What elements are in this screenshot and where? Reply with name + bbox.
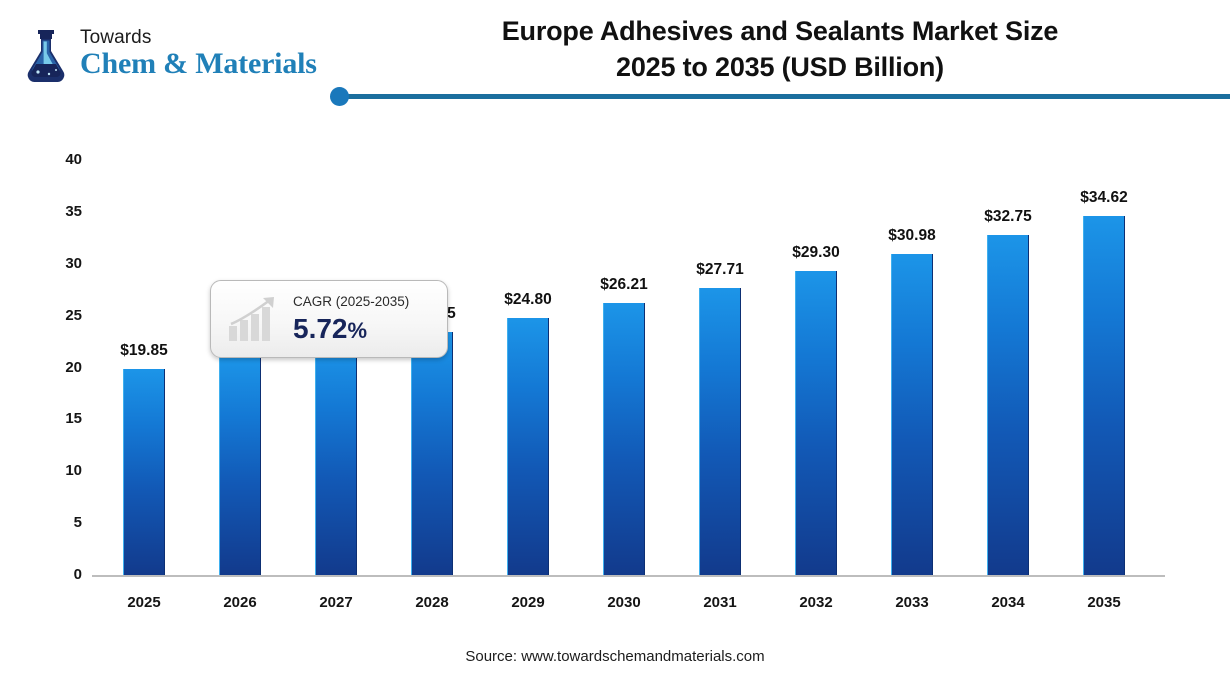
bar-group: $34.62 2035 (1056, 112, 1152, 611)
bar[interactable] (1083, 215, 1125, 575)
x-axis-tick: 2027 (319, 594, 353, 611)
x-axis-tick: 2032 (799, 594, 833, 611)
bar-group: $29.30 2032 (768, 112, 864, 611)
cagr-callout: CAGR (2025-2035) 5.72% (210, 280, 448, 358)
y-axis-tick: 25 (65, 306, 82, 324)
bar-value-label: $34.62 (1080, 188, 1128, 206)
cagr-caption: CAGR (2025-2035) (293, 294, 410, 310)
bar-value-label: $32.75 (984, 208, 1032, 226)
source-caption: Source: www.towardschemandmaterials.com (465, 648, 765, 665)
y-axis-tick: 10 (65, 462, 82, 480)
bar-value-label: $19.85 (120, 342, 168, 360)
x-axis-tick: 2026 (223, 594, 257, 611)
brand-logo[interactable]: Towards Chem & Materials (18, 24, 317, 82)
cagr-number: 5.72 (293, 312, 348, 344)
bar[interactable] (315, 344, 357, 575)
bar-value-label: $24.80 (504, 290, 552, 308)
bar-group: $24.80 2029 (480, 112, 576, 611)
x-axis-tick: 2028 (415, 594, 449, 611)
y-axis-tick: 35 (65, 202, 82, 220)
header-divider (330, 87, 1230, 106)
bar[interactable] (987, 235, 1029, 575)
bar[interactable] (507, 317, 549, 575)
bar[interactable] (219, 357, 261, 575)
page-header: Towards Chem & Materials Europe Adhesive… (0, 0, 1230, 112)
bar-value-label: $26.21 (600, 276, 648, 294)
x-axis-tick: 2034 (991, 594, 1025, 611)
brand-line-2: Chem & Materials (80, 47, 317, 80)
bar[interactable] (123, 369, 165, 575)
brand-line-1: Towards (80, 27, 152, 48)
bar-series: $19.852025$20.992026$22.192027$23.452028… (92, 112, 1165, 611)
bar[interactable] (603, 303, 645, 575)
x-axis-tick: 2029 (511, 594, 545, 611)
y-axis-tick: 40 (65, 151, 82, 168)
y-axis-tick: 15 (65, 410, 82, 428)
x-axis-tick: 2030 (607, 594, 641, 611)
cagr-percent-sign: % (347, 317, 368, 343)
bar[interactable] (699, 287, 741, 575)
x-axis-tick: 2031 (703, 594, 737, 611)
bar-chart-growth-icon (229, 297, 274, 341)
page-title-line-1: Europe Adhesives and Sealants Market Siz… (501, 16, 1059, 46)
page-title: Europe Adhesives and Sealants Market Siz… (360, 14, 1200, 86)
bar-group: $26.21 2030 (576, 112, 672, 611)
y-axis-tick: 20 (65, 358, 82, 376)
bar-group: $30.98 2033 (864, 112, 960, 611)
x-axis-tick: 2033 (895, 594, 929, 611)
cagr-value: 5.72% (293, 312, 409, 344)
y-axis-tick: 30 (65, 254, 82, 272)
header-divider-dot (330, 87, 349, 106)
y-axis-tick: 5 (73, 514, 82, 532)
x-axis-tick: 2035 (1087, 594, 1121, 611)
bar-value-label: $30.98 (888, 226, 936, 244)
bar-group: $32.75 2034 (960, 112, 1056, 611)
bar-group: $19.85 2025 (96, 112, 192, 611)
page-title-line-2: 2025 to 2035 (USD Billion) (616, 51, 944, 82)
bar-value-label: $27.71 (696, 260, 744, 278)
header-divider-line (344, 94, 1230, 99)
bar[interactable] (411, 331, 453, 575)
bar[interactable] (891, 253, 933, 575)
bar[interactable] (795, 271, 837, 575)
x-axis-line (92, 575, 1165, 577)
bar-value-label: $29.30 (792, 244, 840, 262)
y-axis-tick: 0 (73, 566, 82, 583)
flask-icon (27, 30, 65, 82)
x-axis-tick: 2025 (127, 594, 161, 611)
bar-group: $27.71 2031 (672, 112, 768, 611)
